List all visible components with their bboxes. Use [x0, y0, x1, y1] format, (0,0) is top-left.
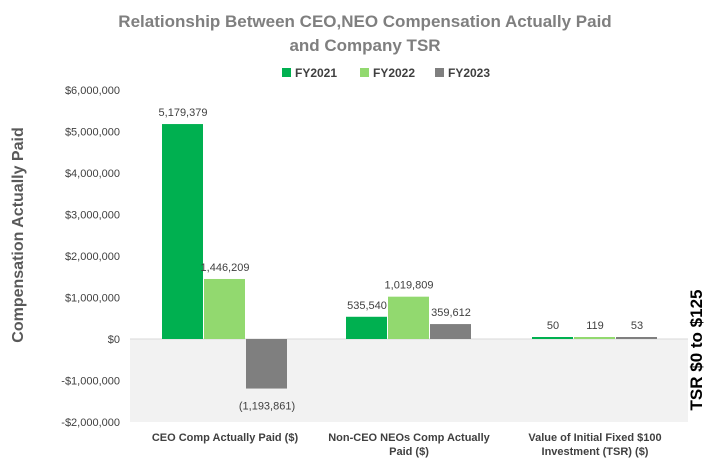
- y-tick-label: $2,000,000: [65, 251, 120, 263]
- legend-swatch-fy2023: [435, 68, 444, 77]
- bars: [162, 124, 657, 389]
- chart-title-line1: Relationship Between CEO,NEO Compensatio…: [118, 12, 611, 31]
- data-label-fy2023-cat2: 359,612: [431, 307, 471, 319]
- category-label-3-line1: Value of Initial Fixed $100: [528, 432, 661, 444]
- data-labels: 5,179,379 535,540 50 1,446,209 1,019,809 119 (…: [159, 107, 644, 412]
- y-tick-label: $3,000,000: [65, 210, 120, 222]
- y-axis-label: Compensation Actually Paid: [10, 127, 27, 342]
- legend: FY2021 FY2022 FY2023: [282, 66, 490, 80]
- category-label-3-line2: Investment (TSR) ($): [542, 446, 649, 458]
- data-label-fy2022-cat3: 119: [586, 320, 604, 332]
- category-label-1-line1: CEO Comp Actually Paid ($): [152, 432, 299, 444]
- legend-swatch-fy2021: [282, 68, 291, 77]
- category-labels: CEO Comp Actually Paid ($) Non-CEO NEOs C…: [152, 432, 662, 458]
- data-label-fy2022-cat2: 1,019,809: [385, 280, 434, 292]
- data-label-fy2021-cat1: 5,179,379: [159, 107, 208, 119]
- bar-fy2023-cat1: [246, 339, 287, 389]
- bar-fy2021-cat1: [162, 124, 203, 339]
- legend-swatch-fy2022: [360, 68, 369, 77]
- chart-title-line2: and Company TSR: [289, 36, 440, 55]
- legend-label-fy2022: FY2022: [373, 66, 415, 80]
- bar-fy2022-cat2: [388, 296, 429, 339]
- secondary-axis-label: TSR $0 to $125: [687, 290, 706, 411]
- bar-fy2023-cat2: [430, 324, 471, 339]
- bar-fy2022-cat3: [574, 337, 615, 339]
- y-tick-label: $6,000,000: [65, 85, 120, 97]
- y-tick-label: $4,000,000: [65, 168, 120, 180]
- y-axis-ticks: $6,000,000 $5,000,000 $4,000,000 $3,000,000…: [61, 85, 120, 429]
- data-label-fy2021-cat2: 535,540: [347, 300, 387, 312]
- data-label-fy2022-cat1: 1,446,209: [201, 262, 250, 274]
- bar-fy2021-cat2: [346, 316, 387, 339]
- y-tick-label: $0: [108, 334, 120, 346]
- y-tick-label: -$1,000,000: [61, 376, 120, 388]
- data-label-fy2021-cat3: 50: [547, 320, 559, 332]
- legend-label-fy2021: FY2021: [295, 66, 337, 80]
- data-label-fy2023-cat1: (1,193,861): [239, 401, 295, 413]
- bar-fy2022-cat1: [204, 278, 245, 339]
- data-label-fy2023-cat3: 53: [631, 320, 643, 332]
- y-tick-label: -$2,000,000: [61, 417, 120, 429]
- y-tick-label: $1,000,000: [65, 293, 120, 305]
- y-tick-label: $5,000,000: [65, 127, 120, 139]
- legend-label-fy2023: FY2023: [448, 66, 490, 80]
- bar-fy2021-cat3: [532, 337, 573, 339]
- category-label-2-line1: Non-CEO NEOs Comp Actually: [328, 432, 490, 444]
- bar-fy2023-cat3: [616, 337, 657, 339]
- negative-region-background: [130, 339, 688, 422]
- category-label-2-line2: Paid ($): [389, 446, 429, 458]
